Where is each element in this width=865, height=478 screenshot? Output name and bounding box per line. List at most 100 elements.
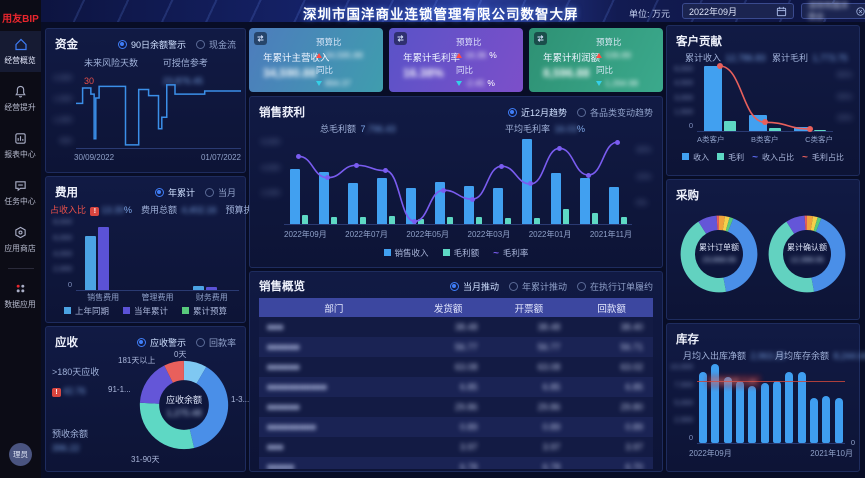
cum-profit-value: 1,773.75 [812, 53, 848, 63]
bar-group [318, 135, 337, 224]
radio-90day-alert[interactable]: 90日余额警示 [117, 38, 186, 51]
radio-current-month[interactable]: 当月 [204, 186, 236, 199]
bar-group [550, 135, 569, 224]
up-triangle-icon [316, 52, 322, 58]
user-avatar[interactable]: 理员 [9, 443, 32, 466]
table-row[interactable]: ■■■■■■■■■■■ 6.85 6.85 6.85 [259, 377, 653, 397]
receivables-center: 应收余额 1,275.48 [165, 395, 202, 418]
radio-12month-trend[interactable]: 近12月趋势 [507, 106, 567, 119]
inventory-bar [736, 381, 745, 443]
inventory-bar [748, 386, 757, 443]
cell-ship: 38.48 [454, 322, 478, 332]
sales-overview-panel: 销售概览 当月推动 年累计推动 在执行订单履约 部门 发货额 开票额 回款额 ■■■ 3… [249, 271, 663, 472]
profit-bar [723, 120, 736, 131]
cell-ship: 0.89 [459, 422, 478, 432]
alert-icon: ! [52, 388, 61, 397]
expense-total-value: 4,402.16 [181, 205, 217, 215]
line-dot [762, 119, 768, 126]
customer-x-axis: A类客户 B类客户 C类客户 [697, 134, 833, 145]
table-row[interactable]: ■■■■■■ 63.08 63.08 63.02 [259, 357, 653, 377]
axis-tick: 1,500 [53, 94, 72, 103]
cell-invoice: 0.89 [542, 422, 561, 432]
axis-tick: 4,500 [674, 78, 693, 88]
sidebar-item-data-apps[interactable]: 数据应用 [0, 275, 41, 316]
donut-slice [804, 215, 807, 231]
receivables-title: 应收 [55, 337, 78, 349]
kpi-card: 年累计利润额 8,596.88 预算比 536.89 同比 1,264.98 [529, 28, 663, 92]
cell-payment: 38.40 [620, 322, 643, 332]
axis-tick: 5,000 [674, 397, 693, 407]
gross-bar [388, 216, 395, 224]
axis-tick: 2022年09月 [284, 230, 327, 239]
gross-bar [504, 217, 511, 224]
radio-month-push[interactable]: 当月推动 [449, 280, 499, 293]
kpi-budget-label: 预算比 [316, 37, 342, 47]
table-row[interactable]: ■■■■■■■■■ 0.89 0.89 0.89 [259, 417, 653, 437]
radio-receivable-alert[interactable]: 应收警示 [136, 336, 186, 349]
axis-tick: 2022年07月 [345, 230, 388, 239]
clear-icon[interactable] [856, 6, 865, 16]
legend-item: 销售收入 [383, 247, 429, 259]
date-selector[interactable]: 2022年09月 [682, 3, 794, 19]
axis-tick: 1,000 [53, 115, 72, 124]
axis-tick: 1,500 [674, 106, 693, 116]
legend-item: 当年累计 [122, 305, 168, 317]
table-row[interactable]: ■■■■■■ 29.86 29.86 29.80 [259, 397, 653, 417]
date-selector-value: 2022年09月 [689, 6, 738, 17]
radio-order-fulfil[interactable]: 在执行订单履约 [576, 280, 653, 293]
sidebar-item-reports[interactable]: 报表中心 [0, 125, 41, 166]
kpi-budget-label: 预算比 [456, 37, 482, 47]
radio-cashflow[interactable]: 现金流 [195, 38, 236, 51]
axis-tick: 4,000 [53, 248, 72, 258]
inventory-x-axis: 2022年09月 2021年10月 [689, 449, 853, 458]
bar-group [463, 135, 482, 224]
cell-dept: ■■■■■ [267, 462, 295, 469]
profit-bar [814, 130, 827, 131]
axis-tick: 7,500 [674, 379, 693, 389]
radio-category-trend[interactable]: 各品类变动趋势 [576, 106, 653, 119]
org-selector[interactable]: 深圳市国洋商业 [801, 1, 865, 21]
swap-icon[interactable] [534, 32, 547, 45]
customer-legend: 收入 毛利 ~ 收入占比 ~ 毛利占比 [667, 152, 859, 163]
axis-tick: 10,000 [670, 362, 693, 371]
axis-tick: 0 [67, 280, 72, 289]
sidebar-item-overview[interactable]: 经营概览 [0, 31, 41, 72]
swap-icon[interactable] [254, 32, 267, 45]
gross-profit-label: 总毛利额 [320, 124, 357, 134]
receivables-donut-chart [138, 359, 230, 451]
table-row[interactable]: ■■■■■ 6.78 6.78 6.70 [259, 457, 653, 469]
radio-collection-rate[interactable]: 回款率 [195, 336, 236, 349]
purchase-order-center: 累计订单额 23,668.09 [699, 243, 739, 264]
kpi-card: 年累计主营收入 34,590.88 预算比 34,595.88 同比 894.3… [249, 28, 383, 92]
cell-payment: 63.02 [620, 362, 643, 372]
up-triangle-icon [456, 52, 462, 58]
table-row[interactable]: ■■■ 3.97 3.97 3.97 [259, 437, 653, 457]
legend-item: ~ 收入占比 [752, 152, 794, 163]
table-row[interactable]: ■■■■■■ 56.77 56.77 56.71 [259, 337, 653, 357]
sidebar-item-improve[interactable]: 经营提升 [0, 78, 41, 119]
avg-balance-label: 月均库存余额 [775, 351, 830, 361]
revenue-bar [289, 168, 300, 224]
kpi-budget-label: 预算比 [596, 37, 622, 47]
top-header: 深圳市国洋商业连锁管理有限公司数智大屏 单位: 万元 2022年09月 深圳市国… [41, 0, 865, 22]
axis-tick: 0% [636, 198, 647, 207]
axis-tick: 8,000 [53, 217, 72, 226]
axis-tick: 2,500 [674, 415, 693, 425]
swap-icon[interactable] [394, 32, 407, 45]
sidebar-item-tasks[interactable]: 任务中心 [0, 172, 41, 213]
inventory-bar [822, 396, 831, 443]
inventory-right-zero: 0 [850, 438, 855, 447]
unit-label: 单位: 万元 [629, 9, 671, 19]
grid-dots-icon [16, 284, 25, 293]
sidebar-item-appstore[interactable]: 应用商店 [0, 219, 41, 260]
cell-ship: 29.86 [454, 402, 478, 412]
radio-year-total[interactable]: 年累计 [154, 186, 195, 199]
sales-overview-title: 销售概览 [259, 281, 305, 293]
line-dot [716, 63, 723, 70]
radio-ytd-push[interactable]: 年累计推动 [508, 280, 567, 293]
sales-profit-chart [284, 135, 632, 225]
slice-label-over180: 181天以上 [118, 356, 156, 365]
down-triangle-icon [456, 80, 462, 86]
table-row[interactable]: ■■■ 38.48 38.48 38.40 [259, 317, 653, 337]
category-label: C类客户 [805, 135, 833, 144]
